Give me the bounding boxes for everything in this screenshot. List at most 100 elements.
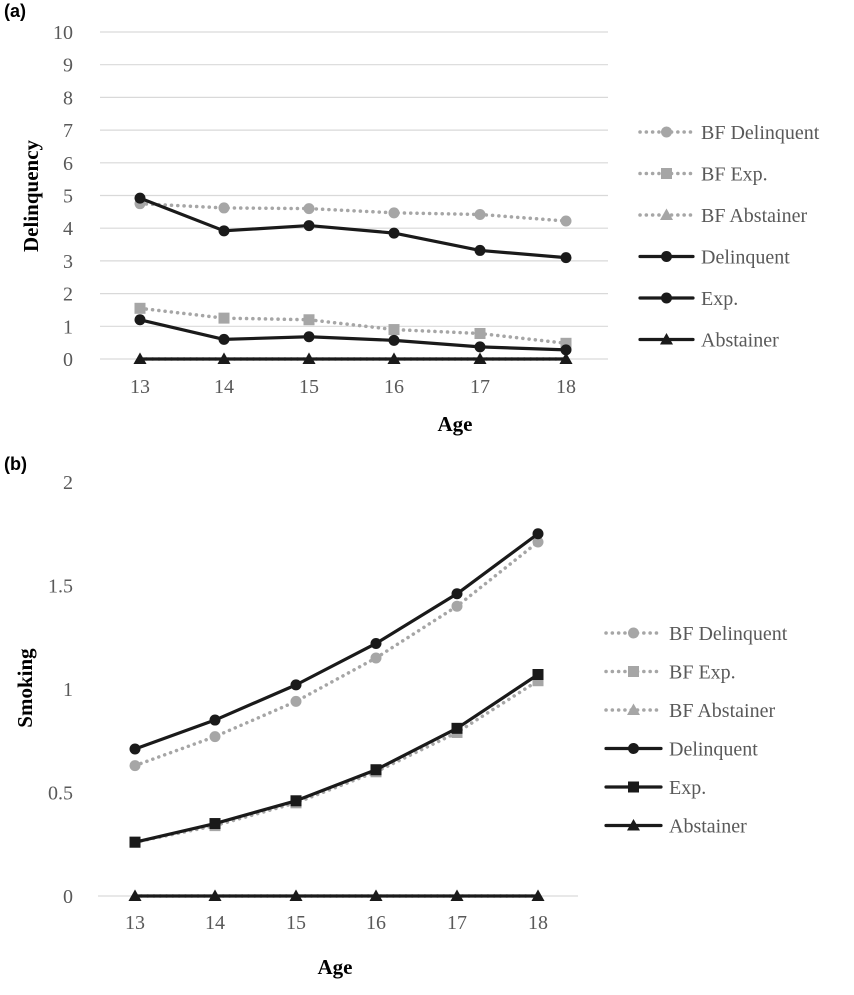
panel-a-legend-swatch-marker [660,208,673,220]
panel-b-series-bf-exp-line [133,678,540,844]
panel-a-x-tick-label: 17 [470,376,490,398]
panel-b-series-delinquent-point [370,637,382,649]
panel-a-legend-label: Abstainer [701,330,779,352]
panel-a-legend-label: BF Delinquent [701,122,820,144]
panel-b-legend-swatch-marker [628,627,639,639]
panel-a-legend-swatch-marker [660,333,673,345]
panel-a-series-delinquent-point [218,225,230,237]
panel-a-x-axis-title: Age [438,412,473,436]
panel-a-series-abstainer-point [473,352,487,364]
panel-a-series-bf-delinquent-point [474,208,486,220]
panel-b-series-exp [129,669,544,848]
panel-a-legend-label: BF Exp. [701,164,768,186]
panel-b-series-abstainer-point [531,889,545,901]
panel-a-series-bf-exp-point [388,324,400,336]
panel-b-series-abstainer-point [369,889,383,901]
panel-b-x-tick-label: 16 [366,912,386,934]
panel-a-legend-item: BF Exp. [638,164,768,186]
panel-b-series-delinquent-point [451,588,463,600]
panel-a-series-bf-delinquent-point [388,207,400,219]
panel-a-tag: (a) [4,1,26,21]
panel-a-series-abstainer-point [387,352,401,364]
panel-b-legend-item: BF Abstainer [604,700,775,722]
panel-a-y-tick-label: 10 [53,22,73,44]
panel-b-series-bf-delinquent-point [209,731,221,743]
panel-b-series-abstainer-point [289,889,303,901]
panel-a-legend-swatch-marker [661,251,672,262]
panel-a-series-abstainer-point [302,352,316,364]
panel-a-y-tick-label: 0 [63,349,73,371]
panel-b-x-tick-label: 17 [447,912,467,934]
panel-a-y-tick-label: 7 [63,120,73,142]
panel-b-series-abstainer-point [128,889,142,901]
panel-b-x-axis-title: Age [318,955,353,979]
panel-a-series-bf-exp-line [138,306,568,346]
panel-b-x-tick-label: 13 [125,912,145,934]
panel-a-series-bf-exp [134,302,572,349]
panel-a-y-tick-label: 3 [63,251,73,273]
panel-a-legend-item: BF Abstainer [638,205,807,227]
panel-a-series-bf-exp-point [303,314,315,326]
panel-a-series-bf-delinquent-line [138,201,568,223]
panel-a-legend-swatch-marker [661,292,672,304]
panel-a-series-bf-exp-point [218,312,230,324]
panel-a-legend-swatch-marker [661,168,672,179]
panel-a-legend-label: Exp. [701,288,738,310]
panel-b-x-tick-label: 15 [286,912,306,934]
panel-b-legend-label: BF Abstainer [669,700,775,722]
panel-a-series-delinquent-point [474,244,486,256]
panel-b-legend-swatch-marker [628,781,639,793]
panel-a-series-exp-point [134,314,146,326]
panel-b-legend-label: Abstainer [669,816,747,838]
panel-b-series-bf-delinquent-line [133,540,540,768]
panel-b-x-tick-label: 18 [528,912,548,934]
panel-a-series-exp-point [560,344,572,356]
panel-b-series-exp-point [532,669,544,681]
panel-b-y-tick-label: 0 [63,886,73,908]
panel-b-series-delinquent-point [532,528,544,540]
panel-b-legend-item: Abstainer [604,816,747,838]
panel-a-series-exp-line [138,318,568,352]
panel-a-series-abstainer [133,352,573,364]
panel-b-legend-label: BF Delinquent [669,623,788,645]
panel-b-legend-label: Delinquent [669,739,758,761]
panel-a-series-delinquent-point [388,227,400,239]
panel-b-series-bf-exp [129,675,544,848]
panel-b-legend-swatch-marker [627,703,640,715]
panel-a-series-exp-point [303,331,315,343]
panel-b-legend-swatch-marker [627,819,640,831]
panel-b-series-exp-point [370,764,382,776]
panel-b-tag: (b) [4,454,27,474]
panel-a-series-bf-exp-point [134,302,146,314]
panel-b-series-bf-delinquent-point [290,695,302,707]
panel-a-legend-label: Delinquent [701,247,790,269]
panel-b-y-tick-label: 1.5 [48,576,73,598]
panel-a-series-abstainer-point [217,352,231,364]
panel-b-y-tick-label: 2 [63,472,73,494]
panel-b-series-exp-point [209,818,221,830]
panel-b-legend-item: Delinquent [604,739,758,761]
panel-b-series-exp-point [129,836,141,848]
panel-b-legend-item: Exp. [604,777,706,799]
panel-a-x-tick-label: 14 [214,376,234,398]
panel-a-series-exp-point [388,334,400,346]
panel-a-legend-swatch-marker [661,126,672,138]
panel-a-legend-item: BF Delinquent [638,122,820,144]
chart-panel-a: (a) Age Delinquency 0 1 2 3 4 5 6 7 8 9 10 13 14 15 16… [4,1,820,436]
panel-b-x-tick-label: 14 [205,912,225,934]
panel-b-series-bf-delinquent [129,536,544,772]
panel-a-legend-label: BF Abstainer [701,205,807,227]
panel-b-series-exp-point [290,795,302,807]
panel-a-series-delinquent-point [303,220,315,232]
panel-a-series-bf-exp-point [560,337,572,349]
panel-a-y-axis-title: Delinquency [19,139,43,252]
panel-b-series-delinquent [129,528,544,755]
panel-b-series-abstainer-point [208,889,222,901]
panel-a-series-exp-point [474,341,486,353]
panel-a-x-tick-label: 16 [384,376,404,398]
panel-b-y-tick-label: 0.5 [48,783,73,805]
panel-a-series-bf-delinquent-point [303,203,315,215]
panel-b-series-delinquent-line [133,532,540,751]
panel-b-legend-swatch-marker [628,666,639,677]
